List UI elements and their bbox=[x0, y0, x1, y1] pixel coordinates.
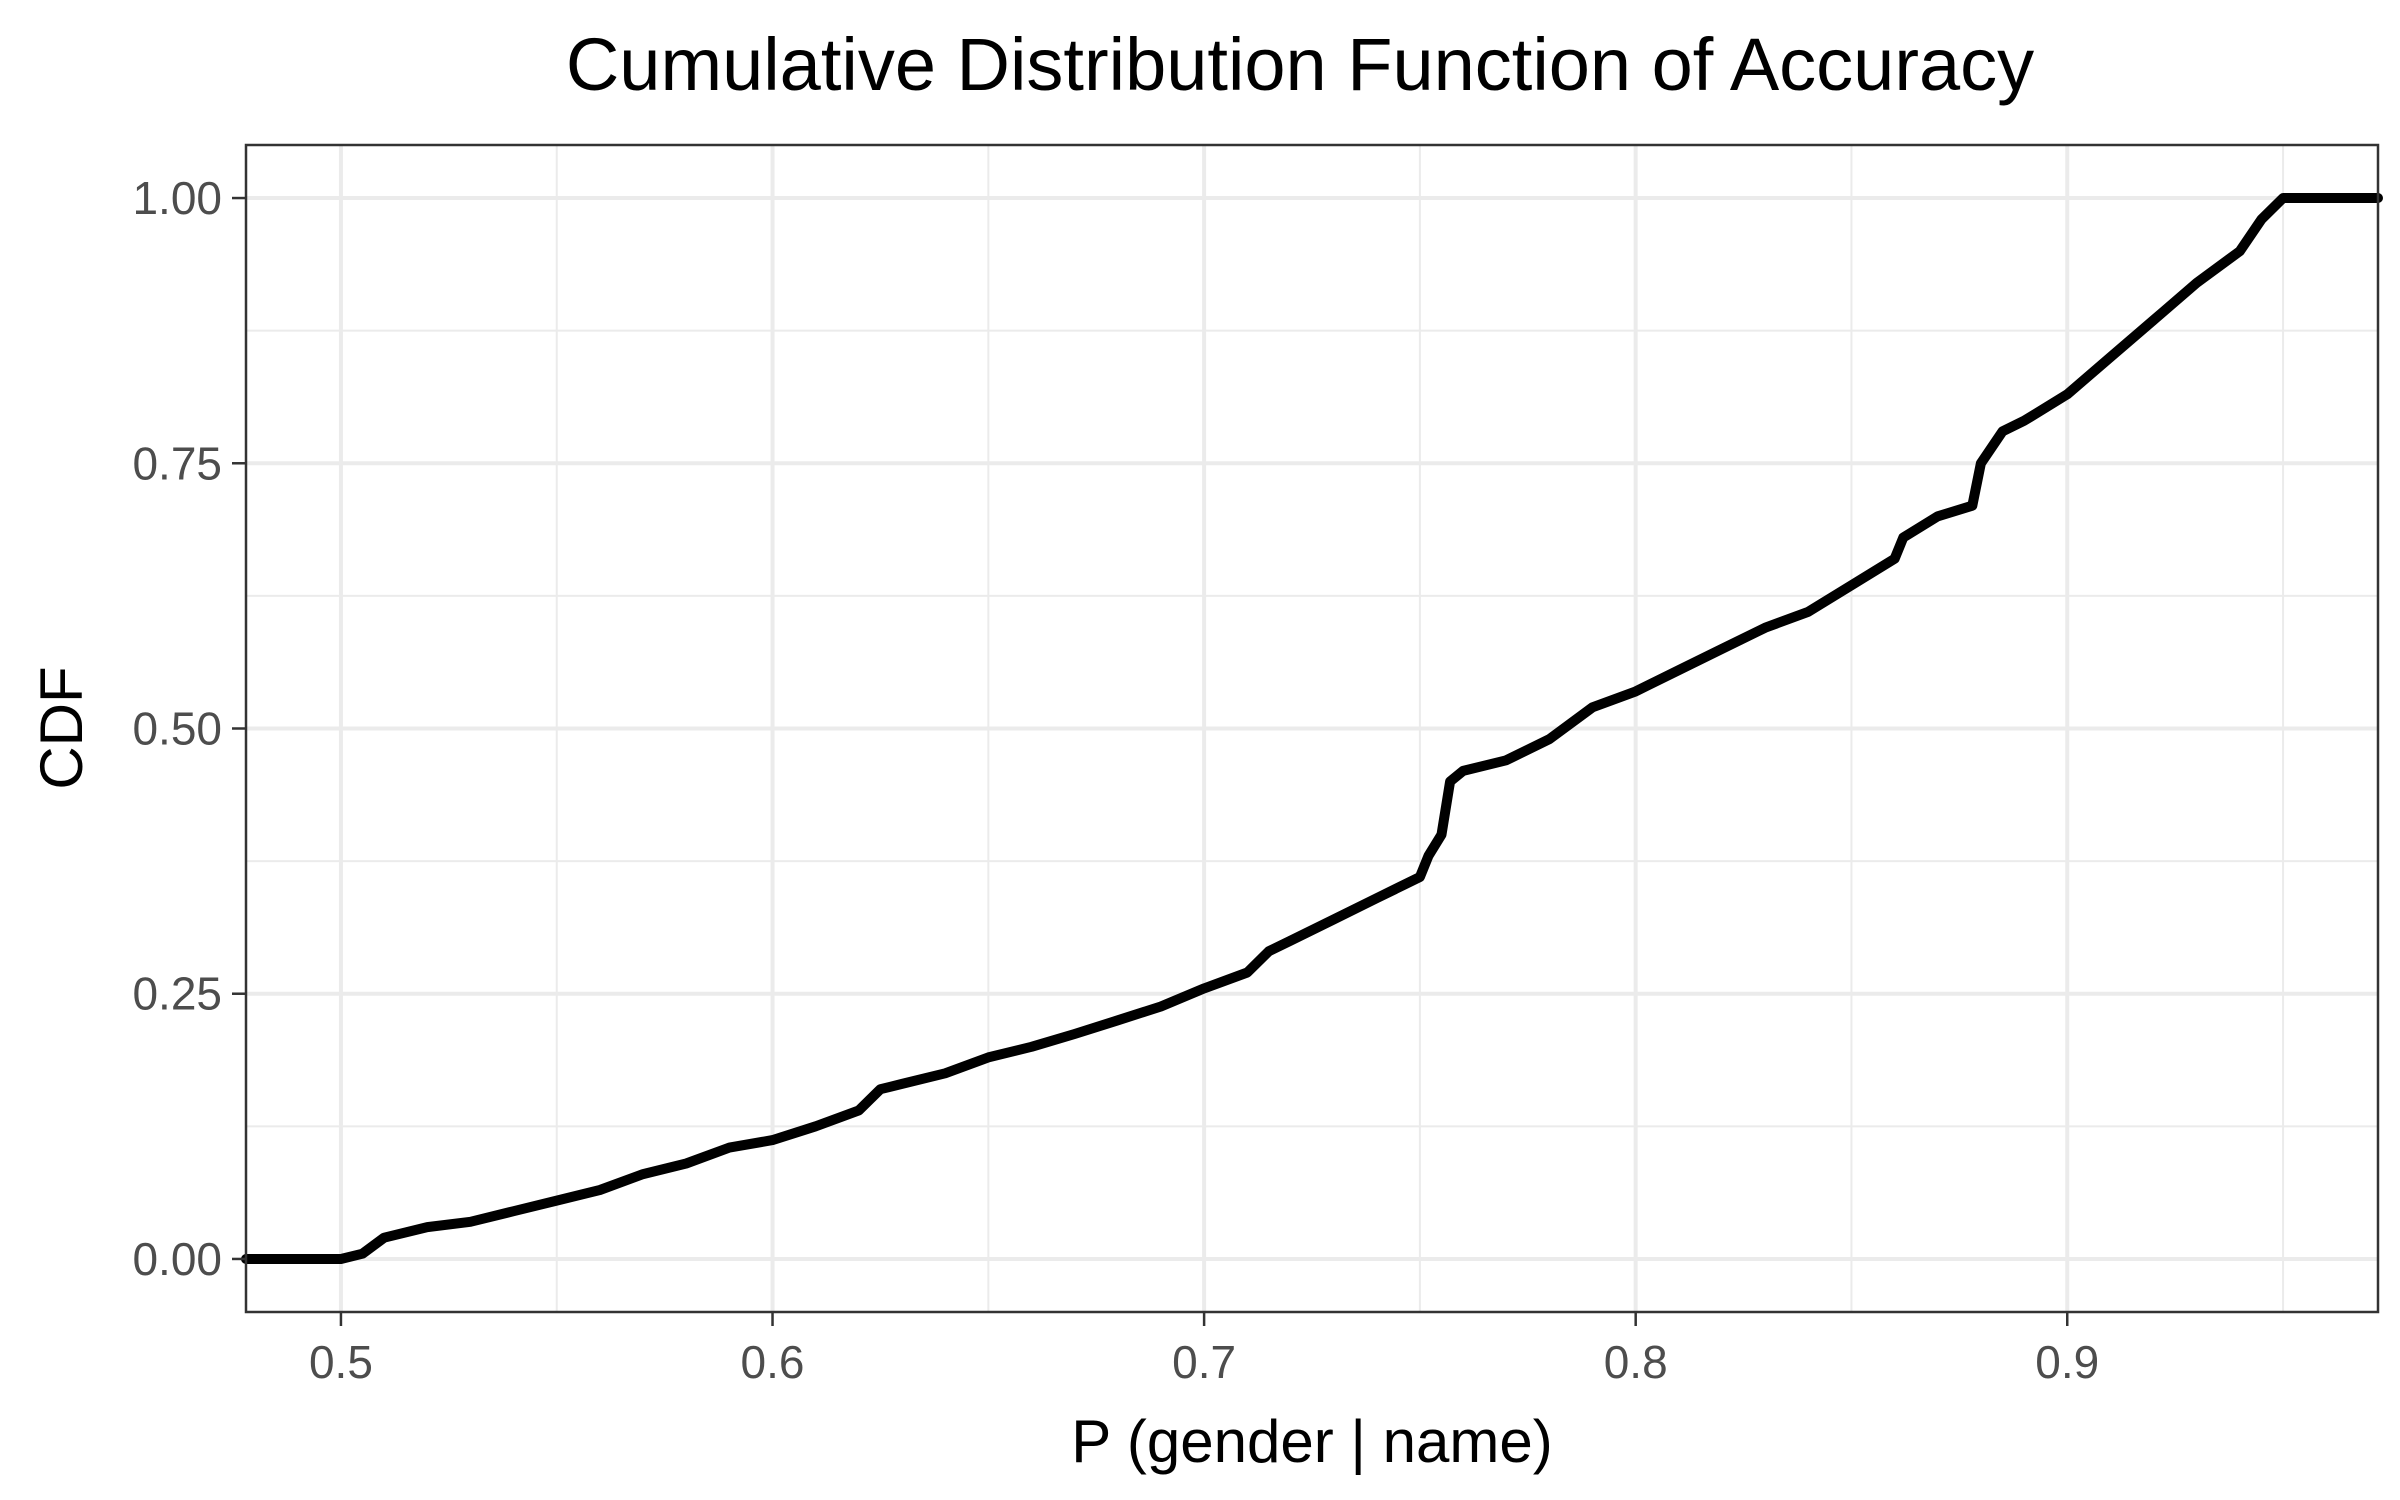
y-tick-label-4: 1.00 bbox=[132, 172, 222, 224]
x-tick-label-4: 0.9 bbox=[2035, 1336, 2099, 1388]
x-axis-title: P (gender | name) bbox=[1071, 1408, 1552, 1475]
x-tick-label-3: 0.8 bbox=[1604, 1336, 1668, 1388]
x-tick-label-0: 0.5 bbox=[309, 1336, 373, 1388]
x-tick-label-2: 0.7 bbox=[1172, 1336, 1236, 1388]
y-tick-label-0: 0.00 bbox=[132, 1233, 222, 1285]
cdf-series-line-0 bbox=[241, 193, 2383, 1264]
chart-title: Cumulative Distribution Function of Accu… bbox=[566, 23, 2034, 106]
axis-layer: 0.5 0.6 0.7 0.8 0.9 0.00 0.25 0.50 0.75 1.00 bbox=[132, 172, 2099, 1388]
y-tick-label-2: 0.50 bbox=[132, 703, 222, 755]
y-tick-label-1: 0.25 bbox=[132, 968, 222, 1020]
y-axis-title: CDF bbox=[28, 666, 95, 789]
grid-layer bbox=[246, 145, 2378, 1312]
y-tick-label-3: 0.75 bbox=[132, 437, 222, 489]
line-layer bbox=[241, 193, 2383, 1264]
x-tick-label-1: 0.6 bbox=[741, 1336, 805, 1388]
